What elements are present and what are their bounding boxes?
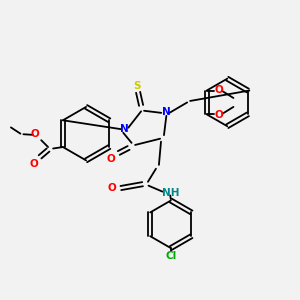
Text: O: O: [215, 110, 224, 120]
Text: O: O: [31, 129, 40, 139]
Text: N: N: [120, 124, 129, 134]
Text: O: O: [108, 183, 116, 193]
Text: NH: NH: [162, 188, 180, 198]
Text: S: S: [133, 80, 140, 91]
Text: O: O: [106, 154, 115, 164]
Text: O: O: [29, 159, 38, 169]
Text: O: O: [215, 85, 224, 95]
Text: N: N: [162, 107, 171, 117]
Text: Cl: Cl: [165, 251, 176, 261]
